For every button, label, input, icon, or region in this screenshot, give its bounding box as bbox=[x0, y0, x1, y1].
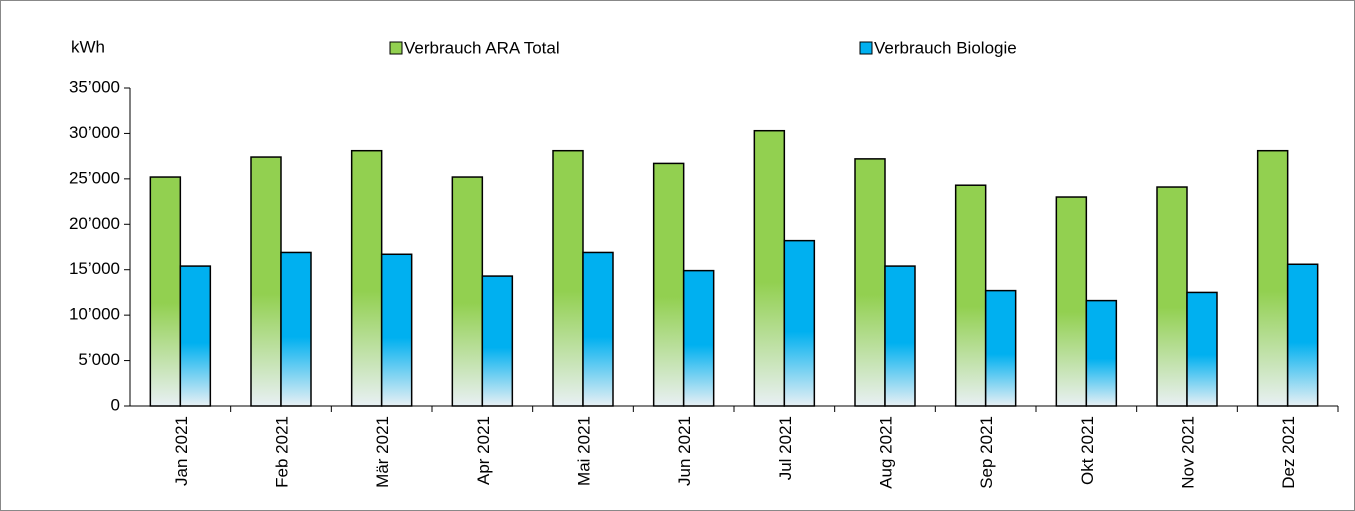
bar bbox=[552, 149, 584, 407]
bar bbox=[350, 149, 383, 407]
bar bbox=[451, 176, 484, 407]
y-tick-label: 10’000 bbox=[69, 305, 120, 324]
bar bbox=[481, 275, 514, 407]
x-tick-label: Feb 2021 bbox=[272, 416, 291, 488]
x-tick-label: Jan 2021 bbox=[172, 416, 191, 486]
bar bbox=[652, 162, 685, 407]
bar bbox=[783, 239, 816, 407]
bar bbox=[1055, 196, 1088, 407]
y-tick-label: 20’000 bbox=[69, 214, 120, 233]
y-tick-label: 15’000 bbox=[69, 259, 120, 278]
x-tick-label: Jul 2021 bbox=[776, 416, 795, 480]
bar bbox=[753, 129, 786, 407]
bar bbox=[582, 251, 614, 407]
y-tick-label: 5’000 bbox=[78, 350, 120, 369]
bar bbox=[854, 158, 886, 407]
bar bbox=[1085, 299, 1118, 407]
x-tick-label: Mär 2021 bbox=[373, 416, 392, 488]
bar bbox=[149, 176, 182, 407]
legend-label: Verbrauch ARA Total bbox=[404, 38, 560, 57]
bar bbox=[1186, 291, 1218, 407]
x-tick-label: Dez 2021 bbox=[1279, 416, 1298, 489]
x-tick-label: Apr 2021 bbox=[474, 416, 493, 485]
bar bbox=[1156, 186, 1188, 407]
bar bbox=[179, 265, 212, 407]
x-tick-label: Okt 2021 bbox=[1078, 416, 1097, 485]
y-tick-label: 35’000 bbox=[69, 77, 120, 96]
bar bbox=[280, 251, 312, 407]
bar bbox=[1286, 263, 1319, 407]
bar bbox=[682, 269, 715, 407]
legend-swatch bbox=[389, 41, 403, 55]
bar bbox=[954, 184, 987, 407]
x-tick-label: Mai 2021 bbox=[574, 416, 593, 486]
bar bbox=[1256, 149, 1289, 407]
bar bbox=[380, 253, 413, 407]
bar bbox=[984, 289, 1017, 407]
x-tick-label: Jun 2021 bbox=[675, 416, 694, 486]
legend-swatch bbox=[859, 41, 873, 55]
y-tick-label: 30’000 bbox=[69, 123, 120, 142]
bar bbox=[250, 156, 282, 407]
y-axis-label: kWh bbox=[71, 37, 105, 56]
y-tick-label: 25’000 bbox=[69, 168, 120, 187]
x-tick-label: Nov 2021 bbox=[1178, 416, 1197, 489]
x-tick-label: Aug 2021 bbox=[876, 416, 895, 489]
legend-label: Verbrauch Biologie bbox=[874, 38, 1017, 57]
bar bbox=[884, 265, 916, 407]
x-tick-label: Sep 2021 bbox=[977, 416, 996, 489]
y-tick-label: 0 bbox=[111, 395, 120, 414]
